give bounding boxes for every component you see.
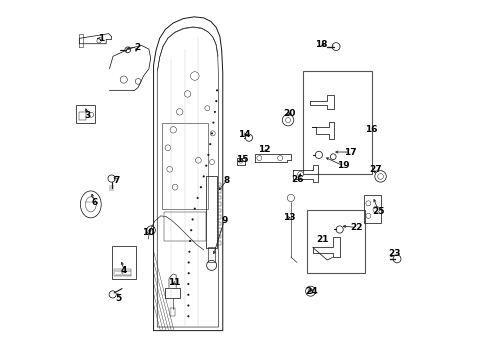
Circle shape: [187, 294, 190, 296]
Text: 4: 4: [121, 266, 127, 275]
Circle shape: [216, 89, 218, 91]
Circle shape: [190, 229, 192, 231]
Text: 14: 14: [238, 130, 251, 139]
Text: 17: 17: [344, 148, 357, 157]
Text: 27: 27: [369, 165, 382, 174]
Text: 8: 8: [223, 176, 229, 185]
Bar: [164, 212, 205, 241]
Bar: [205, 176, 217, 248]
Text: 19: 19: [337, 161, 349, 170]
Circle shape: [203, 175, 205, 177]
Circle shape: [196, 197, 199, 199]
Text: 10: 10: [142, 228, 154, 237]
Bar: [112, 246, 136, 279]
Circle shape: [200, 186, 202, 188]
Circle shape: [215, 100, 218, 102]
Bar: [170, 309, 175, 316]
Text: 23: 23: [388, 249, 400, 258]
Circle shape: [209, 143, 211, 145]
Text: 5: 5: [116, 294, 122, 303]
Circle shape: [207, 154, 210, 156]
Circle shape: [212, 122, 215, 124]
Circle shape: [205, 165, 207, 167]
Circle shape: [188, 251, 191, 253]
Bar: [303, 71, 372, 174]
Text: 11: 11: [168, 278, 181, 287]
Text: 24: 24: [305, 287, 318, 296]
Text: 21: 21: [317, 235, 329, 244]
Text: 12: 12: [258, 145, 270, 154]
Bar: [123, 269, 131, 276]
Circle shape: [187, 305, 190, 307]
Circle shape: [194, 208, 196, 210]
Text: 15: 15: [236, 155, 248, 164]
Text: 9: 9: [221, 216, 227, 225]
Circle shape: [188, 261, 190, 264]
Bar: [79, 112, 87, 120]
Bar: [76, 105, 96, 123]
Text: 16: 16: [366, 125, 378, 134]
Text: 6: 6: [91, 198, 98, 207]
Bar: [162, 123, 208, 209]
Circle shape: [192, 219, 194, 221]
Circle shape: [187, 315, 190, 318]
Bar: [307, 210, 365, 273]
Text: 7: 7: [114, 176, 120, 185]
Circle shape: [211, 132, 213, 134]
Circle shape: [187, 283, 190, 285]
Text: 25: 25: [372, 207, 385, 216]
Bar: [166, 288, 180, 298]
Text: 20: 20: [283, 109, 295, 118]
Text: 22: 22: [350, 223, 363, 232]
Text: 26: 26: [292, 175, 304, 184]
Bar: [364, 195, 381, 223]
Bar: [208, 247, 215, 262]
Circle shape: [214, 111, 216, 113]
Text: 2: 2: [134, 43, 141, 52]
Bar: [115, 269, 122, 276]
Text: 1: 1: [98, 34, 104, 43]
Circle shape: [308, 289, 313, 294]
Bar: [237, 158, 245, 165]
Text: 13: 13: [283, 213, 295, 222]
Circle shape: [189, 240, 191, 242]
Text: 3: 3: [85, 111, 91, 120]
Text: 18: 18: [316, 40, 328, 49]
Circle shape: [188, 272, 190, 274]
